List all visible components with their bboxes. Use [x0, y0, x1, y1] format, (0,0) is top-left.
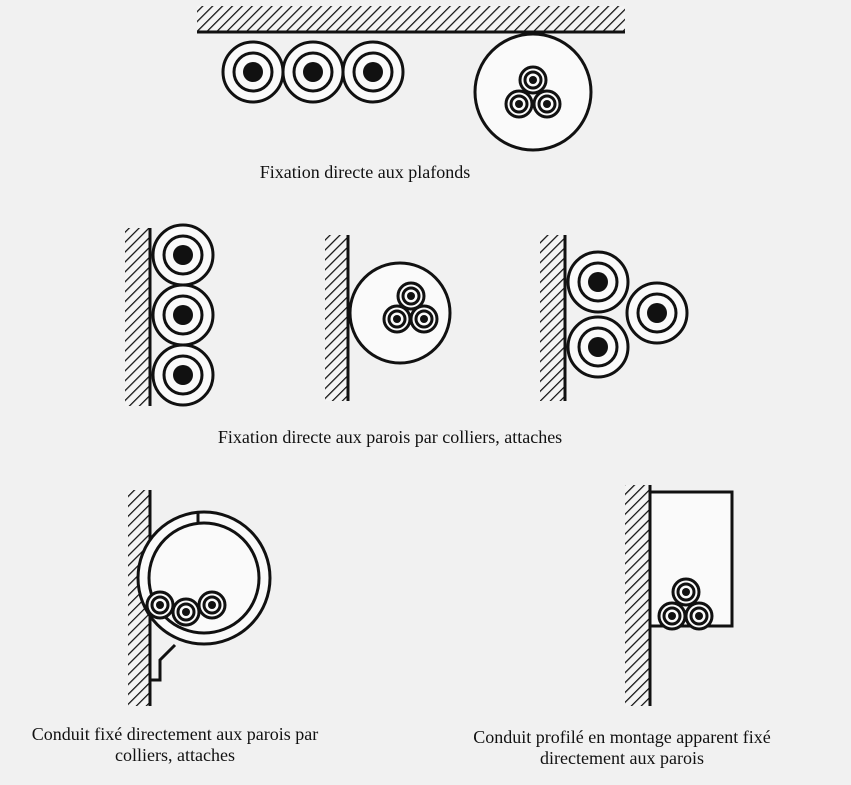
caption: colliers, attaches: [115, 745, 235, 765]
caption: Conduit fixé directement aux parois par: [32, 724, 318, 744]
ceiling-fixing: [197, 6, 625, 152]
caption: directement aux parois: [540, 748, 704, 768]
wall-fixing: [125, 223, 689, 407]
profile-conduit: [625, 485, 734, 706]
caption: Fixation directe aux plafonds: [260, 162, 470, 182]
round-conduit: [128, 490, 272, 706]
caption: Fixation directe aux parois par colliers…: [218, 427, 562, 447]
caption: Conduit profilé en montage apparent fixé: [473, 727, 770, 747]
